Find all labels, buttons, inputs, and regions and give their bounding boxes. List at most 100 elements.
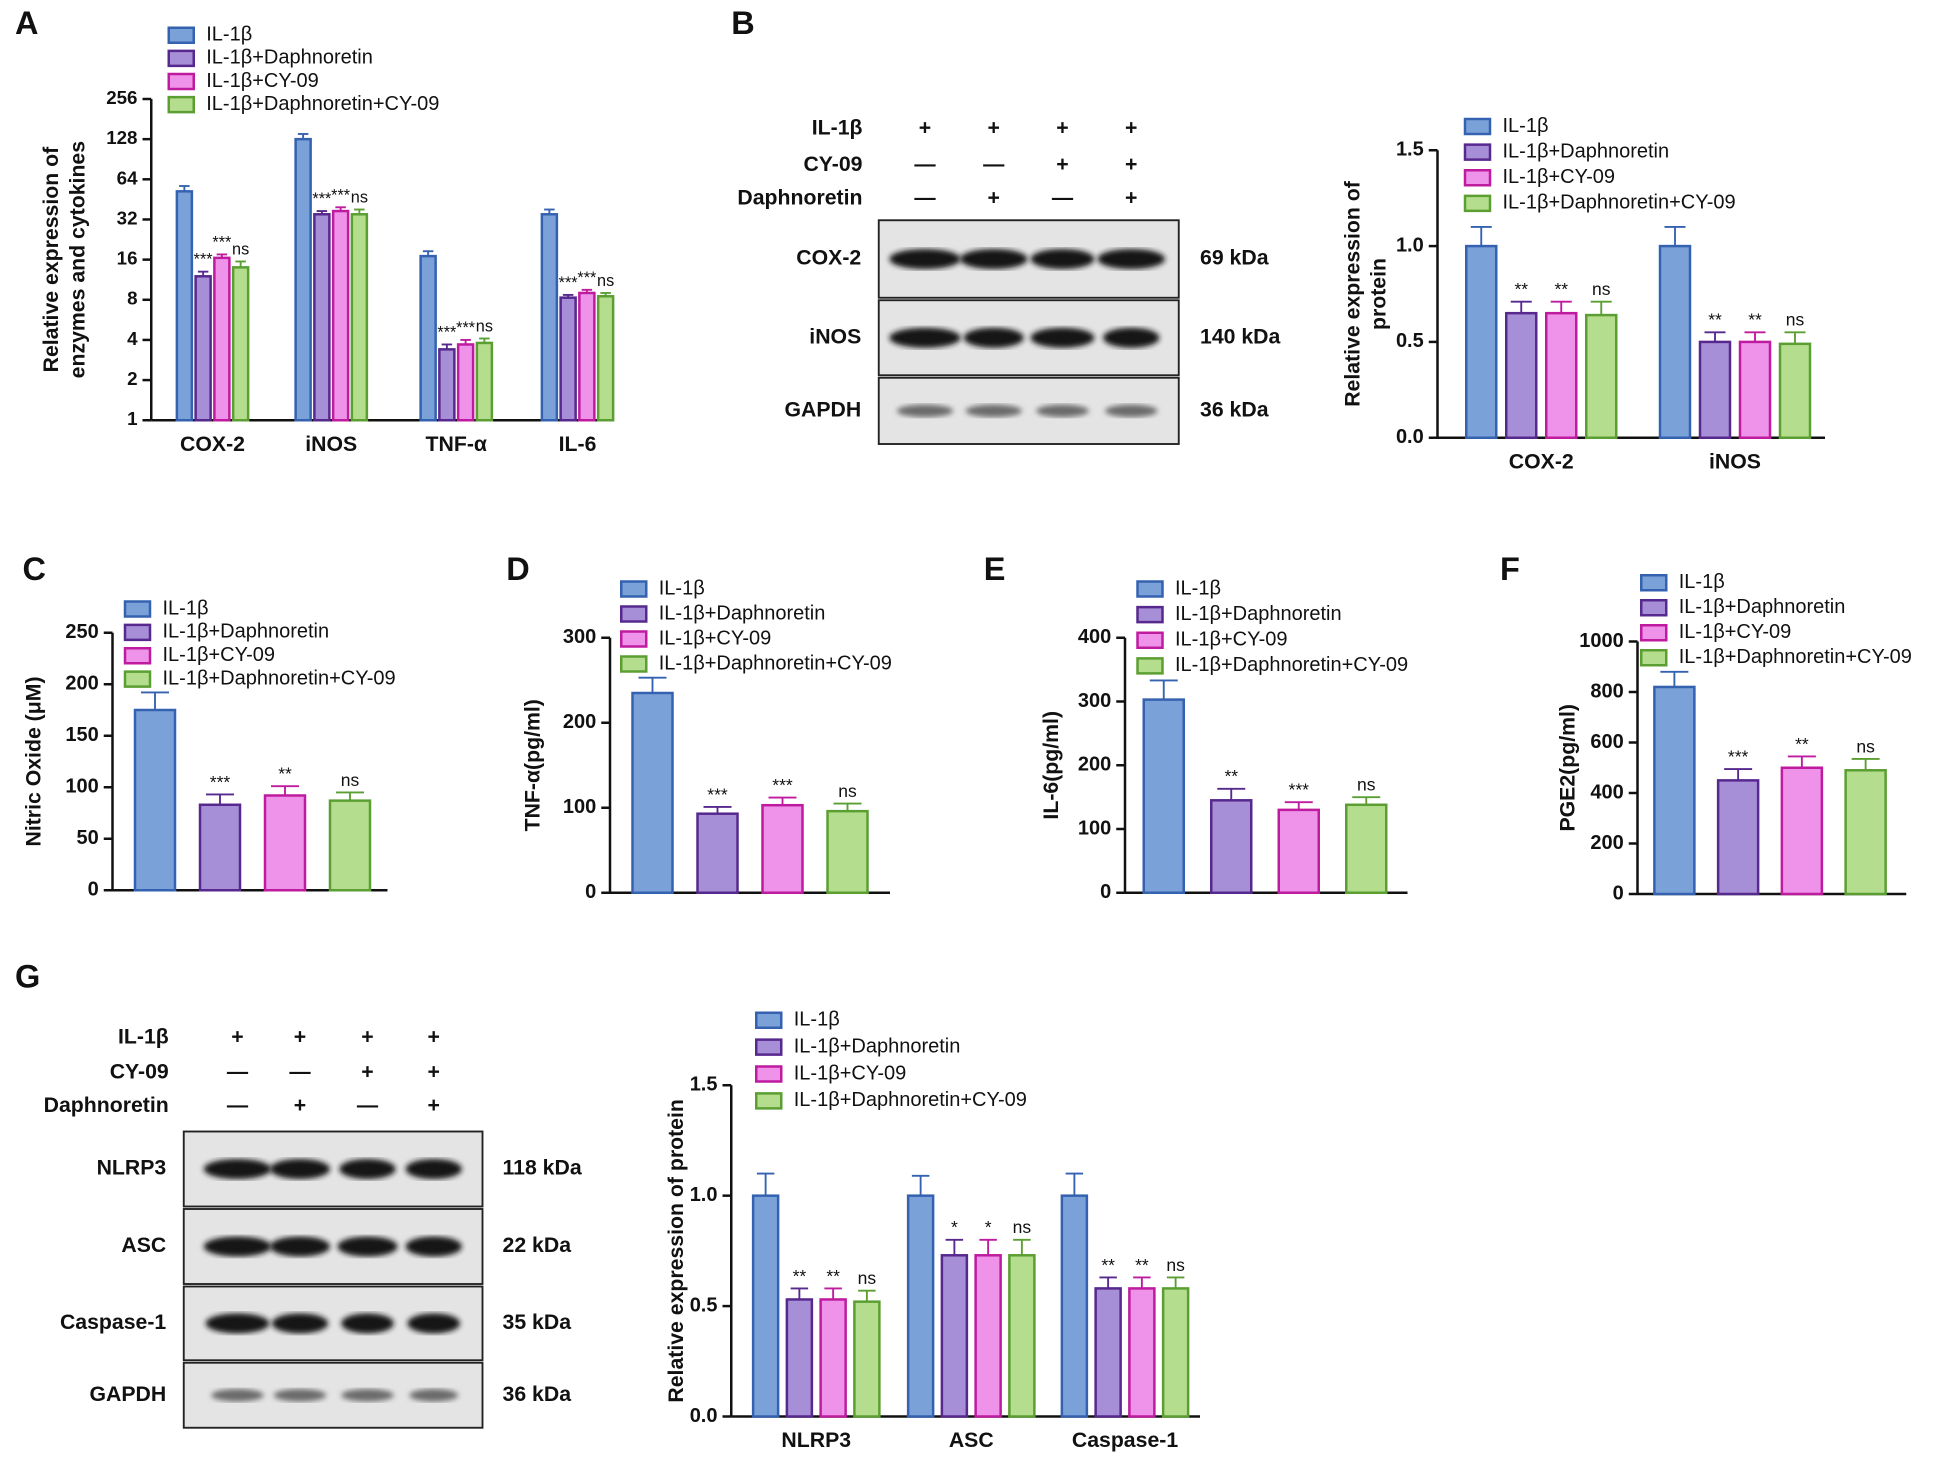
legend-label: IL-1β+Daphnoretin	[659, 602, 826, 624]
y-tick-label: 400	[1590, 781, 1623, 803]
blot-band	[211, 1389, 264, 1402]
y-tick-label: 16	[117, 248, 138, 269]
significance-label: ns	[838, 781, 857, 801]
condition-mark: +	[428, 1093, 440, 1117]
y-tick-label: 150	[65, 724, 98, 746]
bar	[1780, 766, 1824, 896]
bar	[331, 209, 350, 422]
y-tick-label: 600	[1590, 731, 1623, 753]
condition-mark: —	[914, 152, 936, 176]
legend-label: IL-1β	[794, 1009, 840, 1031]
significance-label: **	[1748, 310, 1762, 330]
blot-band	[407, 1313, 460, 1334]
significance-label: ***	[212, 233, 232, 251]
condition-mark: —	[227, 1093, 249, 1117]
y-axis-label: Relative expression of	[39, 146, 63, 372]
legend-swatch	[123, 647, 152, 665]
significance-label: ***	[312, 190, 332, 208]
x-tick-label: iNOS	[305, 432, 357, 456]
significance-label: ns	[1013, 1217, 1032, 1237]
y-tick-label: 4	[127, 328, 138, 349]
bar	[974, 1254, 1002, 1418]
bar	[1210, 799, 1253, 894]
condition-label: CY-09	[803, 152, 862, 176]
legend-label: IL-1β	[163, 597, 209, 619]
legend-swatch	[123, 600, 152, 618]
significance-label: ns	[1592, 279, 1611, 299]
bar	[1585, 313, 1618, 440]
blot-band	[273, 1389, 327, 1402]
y-tick-label: 128	[106, 127, 137, 148]
legend-label: IL-1β+CY-09	[794, 1062, 907, 1084]
legend-swatch	[1136, 580, 1164, 598]
blot-band	[1105, 404, 1158, 418]
bar	[1142, 698, 1185, 894]
significance-label: ns	[1166, 1255, 1185, 1275]
x-tick-label: ASC	[949, 1428, 994, 1452]
band-size: 22 kDa	[503, 1233, 572, 1257]
panel-letter: G	[15, 959, 40, 995]
bar	[263, 794, 307, 892]
condition-mark: +	[988, 116, 1000, 140]
legend-swatch	[167, 49, 195, 68]
significance-label: ns	[1357, 775, 1376, 795]
band-size: 140 kDa	[1200, 324, 1281, 348]
bar	[1698, 340, 1732, 440]
y-tick-label: 800	[1590, 680, 1623, 702]
legend-label: IL-1β+CY-09	[206, 70, 319, 92]
legend-swatch	[755, 1038, 783, 1056]
legend-label: IL-1β+Daphnoretin	[1679, 596, 1846, 618]
legend-swatch	[1136, 657, 1164, 675]
legend-label: IL-1β+Daphnoretin	[1503, 140, 1670, 162]
y-tick-label: 200	[1078, 754, 1111, 776]
legend-label: IL-1β+Daphnoretin+CY-09	[794, 1089, 1027, 1111]
condition-label: CY-09	[110, 1059, 169, 1083]
bar	[1094, 1287, 1122, 1418]
significance-label: ns	[351, 189, 368, 207]
y-tick-label: 0	[585, 881, 596, 903]
blot-band	[1036, 404, 1089, 418]
panel-letter: F	[1500, 551, 1520, 587]
bar	[1505, 311, 1538, 439]
bar	[1277, 808, 1320, 895]
y-tick-label: 0.5	[690, 1294, 718, 1316]
bar	[194, 275, 212, 422]
y-axis-label: enzymes and cytokines	[65, 141, 89, 378]
y-axis-label: protein	[1367, 258, 1391, 330]
blot-band	[889, 249, 961, 269]
blot-band	[341, 1389, 394, 1402]
blot-band	[965, 404, 1022, 418]
condition-mark: +	[231, 1024, 243, 1048]
panel-letter: E	[984, 551, 1006, 587]
condition-mark: +	[294, 1024, 306, 1048]
y-tick-label: 2	[127, 368, 137, 389]
significance-label: ***	[577, 269, 597, 287]
blot-band	[1030, 249, 1095, 269]
legend-label: IL-1β	[1679, 571, 1725, 593]
legend-swatch	[167, 72, 195, 91]
y-tick-label: 1000	[1579, 630, 1624, 652]
legend-swatch	[755, 1092, 783, 1110]
bar	[1738, 340, 1772, 440]
bar	[1844, 769, 1887, 896]
x-tick-label: IL-6	[559, 432, 597, 456]
blot-band	[270, 1236, 330, 1257]
y-tick-label: 100	[65, 776, 98, 798]
legend-swatch	[1463, 169, 1492, 187]
bar	[906, 1194, 935, 1418]
band-size: 69 kDa	[1200, 246, 1269, 270]
band-label: Caspase-1	[60, 1310, 166, 1334]
legend-swatch	[755, 1065, 783, 1083]
significance-label: **	[1795, 734, 1809, 754]
legend-swatch	[1640, 649, 1668, 667]
x-tick-label: TNF-α	[426, 432, 487, 456]
y-tick-label: 0	[1100, 881, 1111, 903]
significance-label: ***	[331, 186, 351, 204]
significance-label: **	[793, 1266, 807, 1286]
condition-label: Daphnoretin	[737, 186, 862, 210]
condition-mark: +	[361, 1059, 373, 1083]
condition-mark: +	[1056, 152, 1068, 176]
significance-label: ***	[772, 775, 793, 795]
significance-label: ns	[476, 318, 493, 336]
